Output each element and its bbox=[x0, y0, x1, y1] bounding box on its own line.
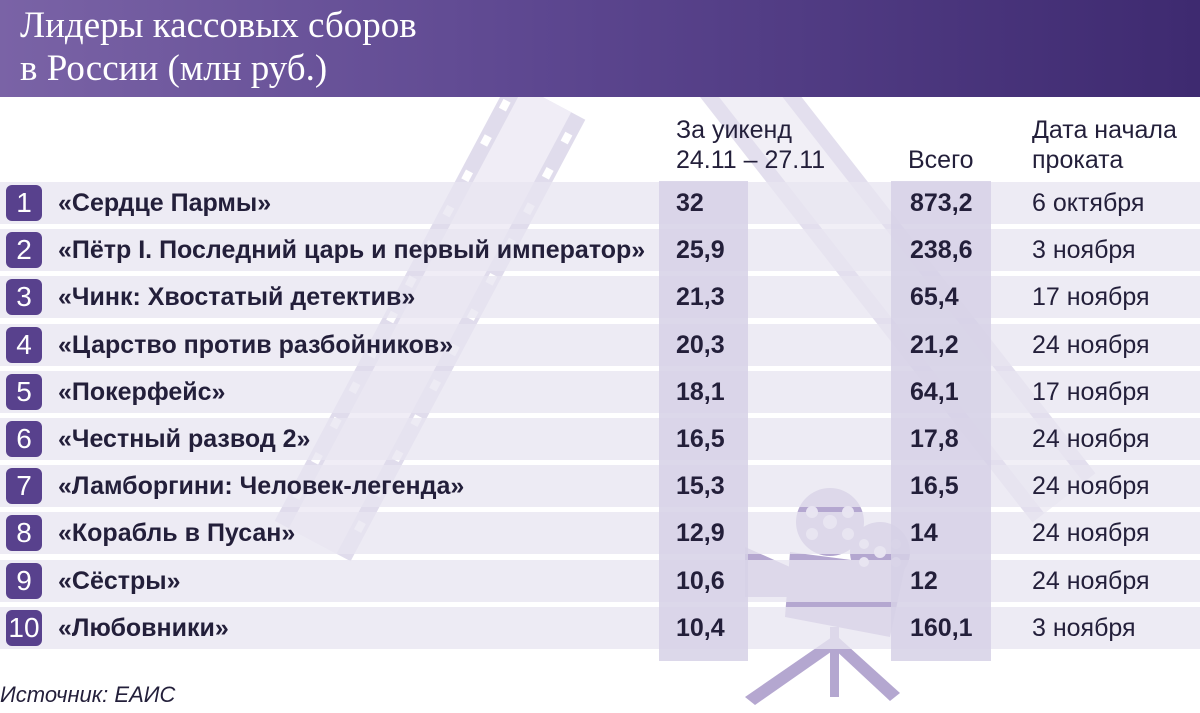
chart-title: Лидеры кассовых сборов в России (млн руб.… bbox=[20, 4, 417, 90]
table-row-content: 2 «Пётр I. Последний царь и первый импера… bbox=[0, 229, 1200, 271]
column-header-release-date: Дата начала проката bbox=[1032, 115, 1177, 175]
film-title: «Сердце Пармы» bbox=[58, 189, 272, 217]
table-row-content: 1 «Сердце Пармы» 32 873,2 6 октября bbox=[0, 182, 1200, 224]
table-row bbox=[0, 229, 1200, 271]
weekend-value: 25,9 bbox=[676, 236, 725, 264]
table-row-content: 9 «Сёстры» 10,6 12 24 ноября bbox=[0, 560, 1200, 602]
header-banner: Лидеры кассовых сборов в России (млн руб.… bbox=[0, 0, 1200, 97]
weekend-value: 15,3 bbox=[676, 472, 725, 500]
column-header-date-line1: Дата начала bbox=[1032, 116, 1177, 144]
table-row bbox=[0, 512, 1200, 554]
table-row-content: 6 «Честный развод 2» 16,5 17,8 24 ноября bbox=[0, 418, 1200, 460]
column-header-weekend-line2: 24.11 – 27.11 bbox=[676, 146, 826, 174]
total-value: 21,2 bbox=[910, 331, 959, 359]
total-value: 16,5 bbox=[910, 472, 959, 500]
weekend-value: 21,3 bbox=[676, 283, 725, 311]
table-row bbox=[0, 324, 1200, 366]
table-row-content: 3 «Чинк: Хвостатый детектив» 21,3 65,4 17 но… bbox=[0, 276, 1200, 318]
film-title: «Чинк: Хвостатый детектив» bbox=[58, 283, 416, 311]
rank-badge: 5 bbox=[6, 374, 42, 410]
rank-badge: 1 bbox=[6, 185, 42, 221]
release-date: 24 ноября bbox=[1032, 331, 1150, 359]
column-header-weekend: За уикенд 24.11 – 27.11 bbox=[676, 115, 825, 175]
film-title: «Ламборгини: Человек-легенда» bbox=[58, 472, 465, 500]
rank-badge: 8 bbox=[6, 515, 42, 551]
total-column-band bbox=[891, 181, 991, 661]
column-header-total: Всего bbox=[908, 146, 974, 174]
total-value: 14 bbox=[910, 519, 938, 547]
table-row-content: 7 «Ламборгини: Человек-легенда» 15,3 16,5 24… bbox=[0, 465, 1200, 507]
release-date: 17 ноября bbox=[1032, 283, 1150, 311]
release-date: 24 ноября bbox=[1032, 519, 1150, 547]
rank-badge: 10 bbox=[6, 610, 42, 646]
weekend-value: 10,6 bbox=[676, 567, 725, 595]
film-title: «Любовники» bbox=[58, 614, 229, 642]
film-title: «Честный развод 2» bbox=[58, 425, 311, 453]
table-row bbox=[0, 371, 1200, 413]
rank-badge: 7 bbox=[6, 468, 42, 504]
column-header-weekend-line1: За уикенд bbox=[676, 116, 792, 144]
rank-badge: 6 bbox=[6, 421, 42, 457]
weekend-value: 32 bbox=[676, 189, 704, 217]
table-row bbox=[0, 276, 1200, 318]
film-title: «Сёстры» bbox=[58, 567, 181, 595]
film-title: «Пётр I. Последний царь и первый императ… bbox=[58, 236, 646, 264]
film-title: «Корабль в Пусан» bbox=[58, 519, 296, 547]
weekend-value: 10,4 bbox=[676, 614, 725, 642]
table-row bbox=[0, 560, 1200, 602]
table-row-content: 5 «Покерфейс» 18,1 64,1 17 ноября bbox=[0, 371, 1200, 413]
column-header-date-line2: проката bbox=[1032, 146, 1124, 174]
release-date: 6 октября bbox=[1032, 189, 1145, 217]
weekend-value: 18,1 bbox=[676, 378, 725, 406]
total-value: 160,1 bbox=[910, 614, 973, 642]
total-value: 65,4 bbox=[910, 283, 959, 311]
table-row bbox=[0, 418, 1200, 460]
table-row-content: 10 «Любовники» 10,4 160,1 3 ноября bbox=[0, 607, 1200, 649]
release-date: 24 ноября bbox=[1032, 567, 1150, 595]
title-line-2: в России (млн руб.) bbox=[20, 48, 328, 89]
release-date: 24 ноября bbox=[1032, 472, 1150, 500]
film-title: «Покерфейс» bbox=[58, 378, 226, 406]
weekend-value: 16,5 bbox=[676, 425, 725, 453]
rank-badge: 2 bbox=[6, 232, 42, 268]
weekend-value: 20,3 bbox=[676, 331, 725, 359]
total-value: 17,8 bbox=[910, 425, 959, 453]
table-row-content: 4 «Царство против разбойников» 20,3 21,2 24 … bbox=[0, 324, 1200, 366]
total-value: 64,1 bbox=[910, 378, 959, 406]
weekend-value: 12,9 bbox=[676, 519, 725, 547]
release-date: 17 ноября bbox=[1032, 378, 1150, 406]
table-row-content: 8 «Корабль в Пусан» 12,9 14 24 ноября bbox=[0, 512, 1200, 554]
title-line-1: Лидеры кассовых сборов bbox=[20, 5, 417, 46]
table-row bbox=[0, 607, 1200, 649]
table-row bbox=[0, 182, 1200, 224]
total-value: 12 bbox=[910, 567, 938, 595]
film-title: «Царство против разбойников» bbox=[58, 331, 454, 359]
table-row bbox=[0, 465, 1200, 507]
rank-badge: 3 bbox=[6, 279, 42, 315]
total-value: 873,2 bbox=[910, 189, 973, 217]
release-date: 24 ноября bbox=[1032, 425, 1150, 453]
source-note: Источник: ЕАИС bbox=[0, 682, 176, 707]
rank-badge: 9 bbox=[6, 563, 42, 599]
rank-badge: 4 bbox=[6, 327, 42, 363]
release-date: 3 ноября bbox=[1032, 236, 1136, 264]
total-value: 238,6 bbox=[910, 236, 973, 264]
weekend-column-band bbox=[659, 181, 748, 661]
release-date: 3 ноября bbox=[1032, 614, 1136, 642]
